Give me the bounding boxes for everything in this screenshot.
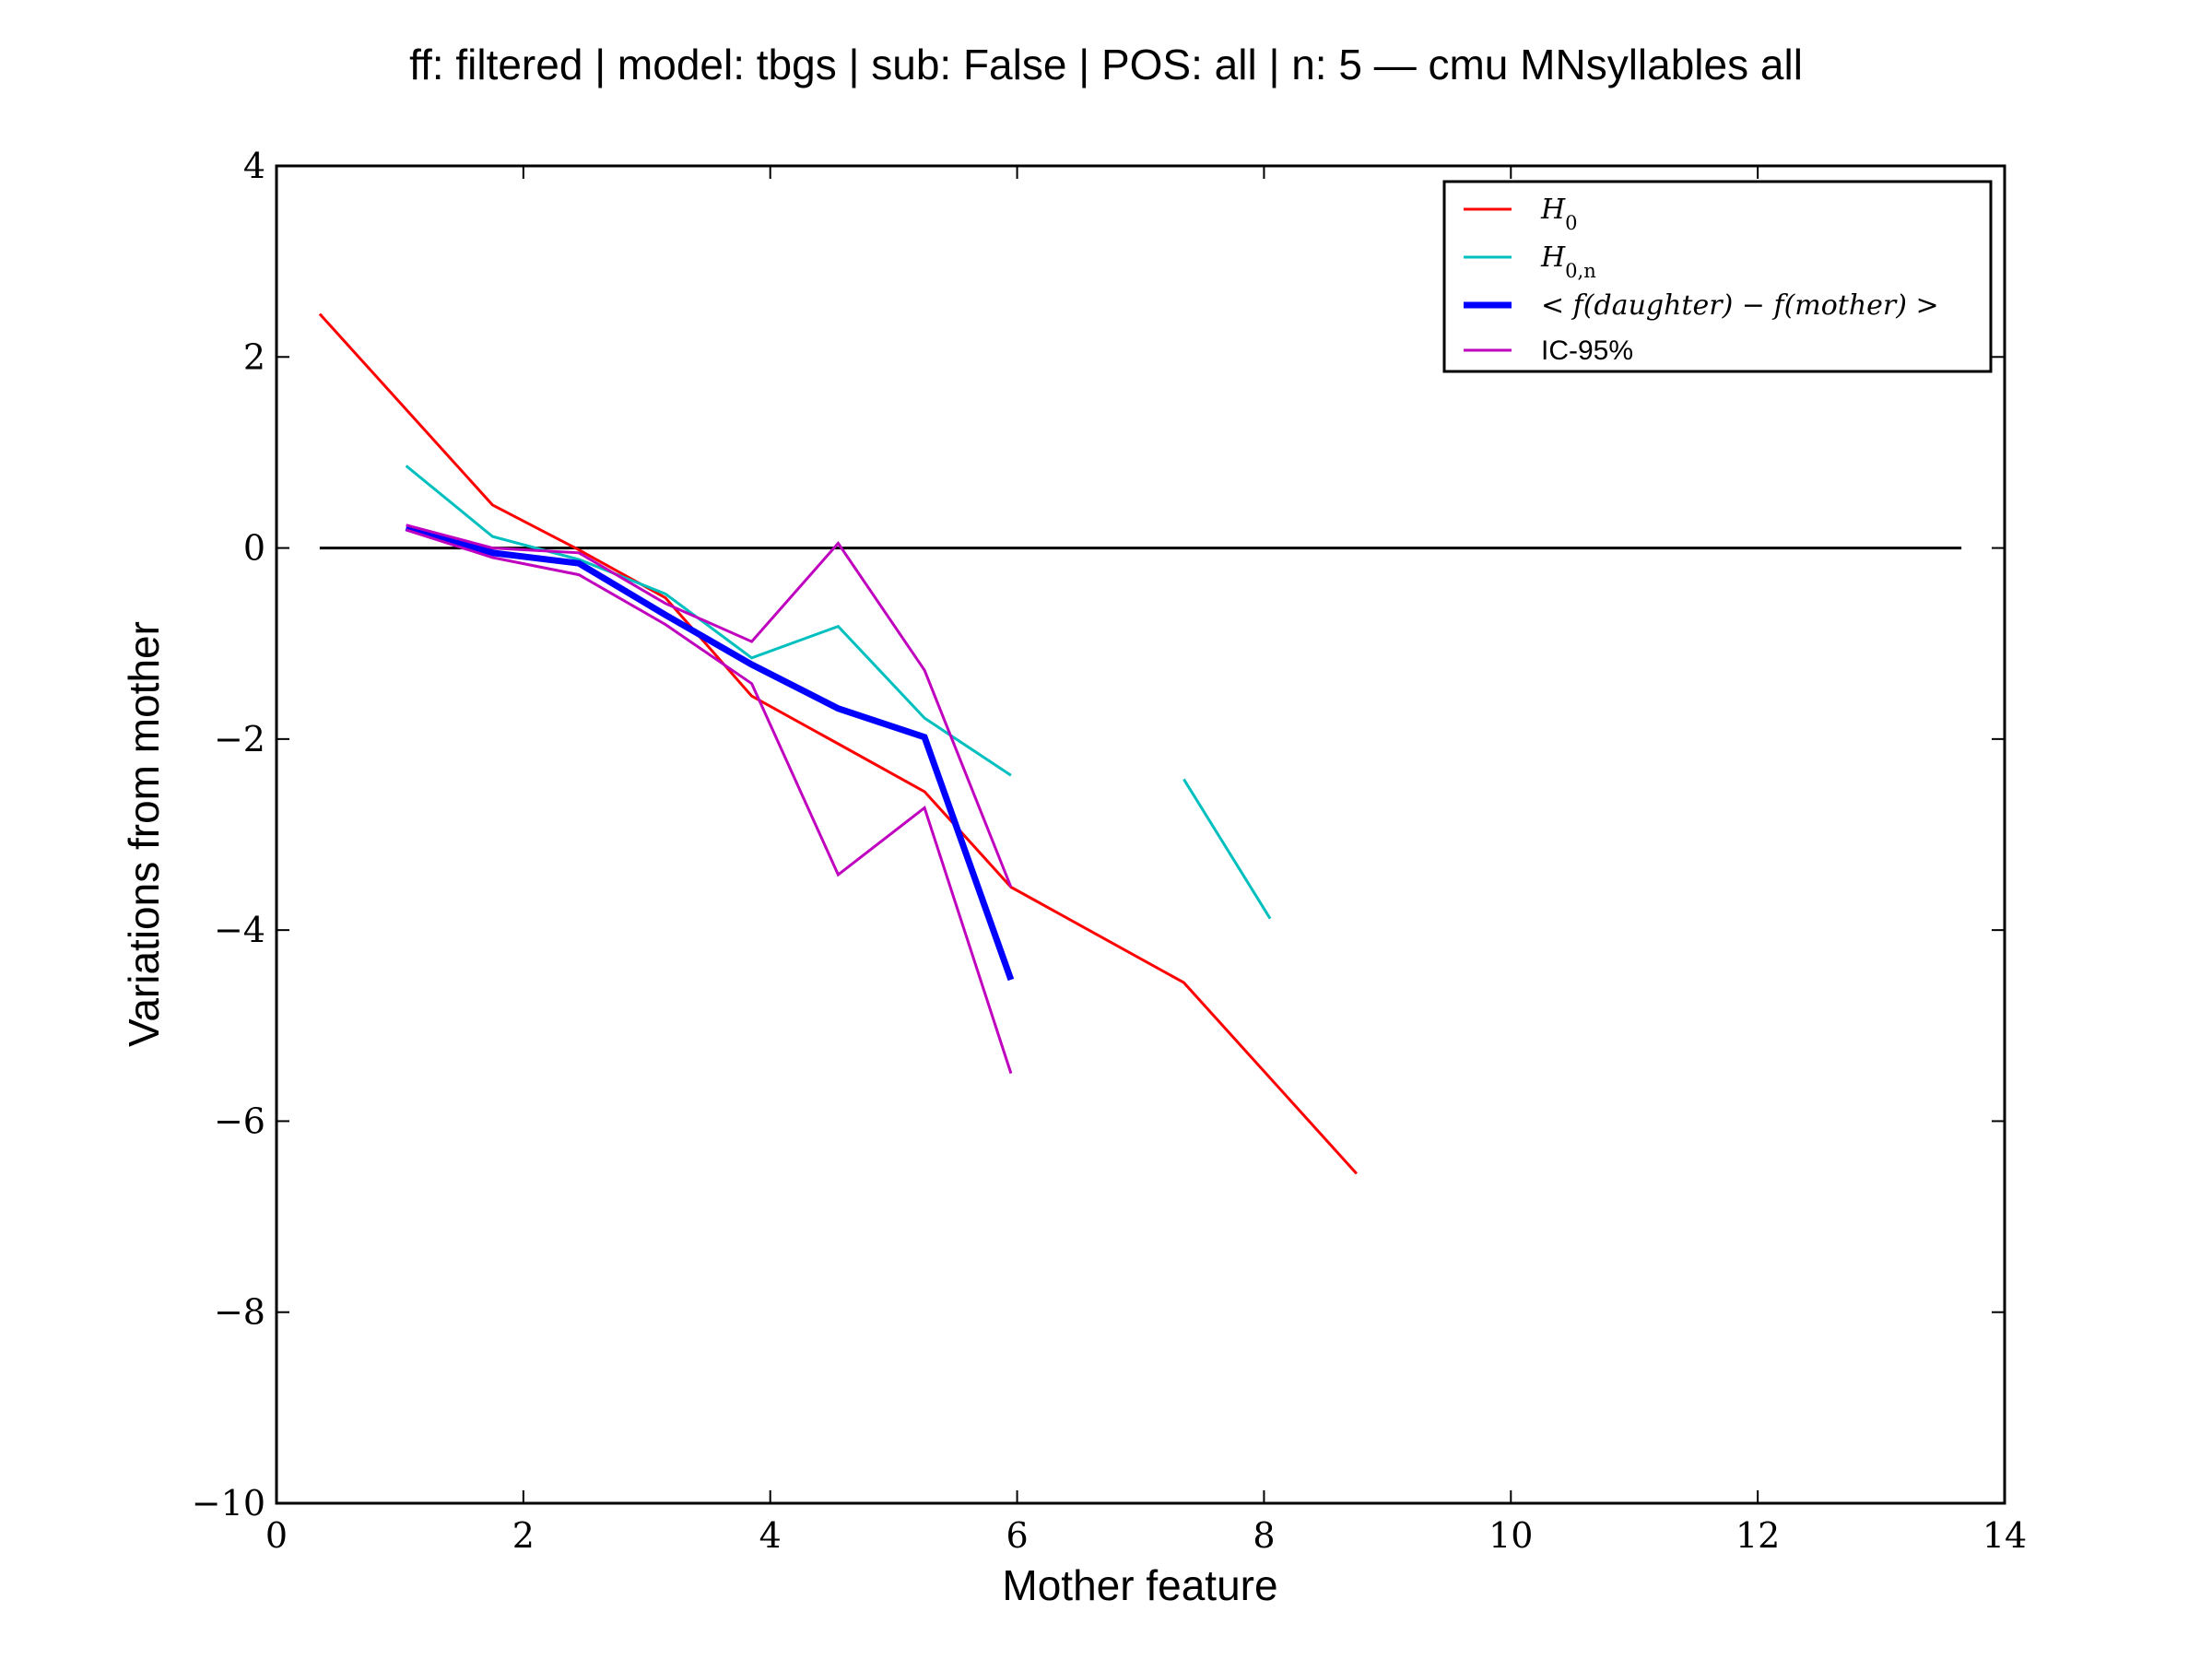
series-1-line-1 xyxy=(1182,778,1272,920)
x-tick-label: 2 xyxy=(512,1515,535,1556)
y-axis-label: Variations from mother xyxy=(120,621,168,1047)
y-tick-label: 2 xyxy=(243,336,265,377)
series-3-line-1 xyxy=(406,528,1013,1075)
x-tick-label: 4 xyxy=(759,1515,782,1556)
y-tick-label: −6 xyxy=(214,1100,265,1141)
series-1-line-0 xyxy=(405,465,1012,777)
x-tick-label: 12 xyxy=(1735,1515,1780,1556)
plot-area xyxy=(318,312,1962,1175)
y-tick-label: −4 xyxy=(214,910,265,950)
y-tick-label: −8 xyxy=(214,1292,265,1333)
x-tick-label: 0 xyxy=(265,1515,288,1556)
series-0-line-0 xyxy=(318,312,1359,1175)
x-tick-label: 10 xyxy=(1488,1515,1533,1556)
series-3-line-0 xyxy=(406,524,1013,888)
y-tick-label: −2 xyxy=(214,719,265,759)
y-tick-label: −10 xyxy=(192,1483,265,1524)
axis-ticks: 0 2 4 6 8 10 12 14 −10 −8 −6 −4 −2 0 2 4 xyxy=(192,146,2027,1556)
x-tick-label: 6 xyxy=(1006,1515,1028,1556)
legend-box xyxy=(1442,180,1993,373)
chart-title: ff: filtered | model: tbgs | sub: False … xyxy=(409,41,1803,88)
x-tick-label: 8 xyxy=(1253,1515,1275,1556)
x-tick-label: 14 xyxy=(1983,1515,2027,1556)
x-axis-label: Mother feature xyxy=(1002,1561,1277,1609)
series-2-line-0 xyxy=(405,524,1015,982)
y-tick-label: 4 xyxy=(243,146,265,186)
plot-frame xyxy=(275,164,2006,1505)
legend-label: < f(daughter) − f(mother) > xyxy=(1541,289,1939,322)
y-tick-label: 0 xyxy=(243,528,265,569)
legend-label: IC-95% xyxy=(1541,335,1633,366)
